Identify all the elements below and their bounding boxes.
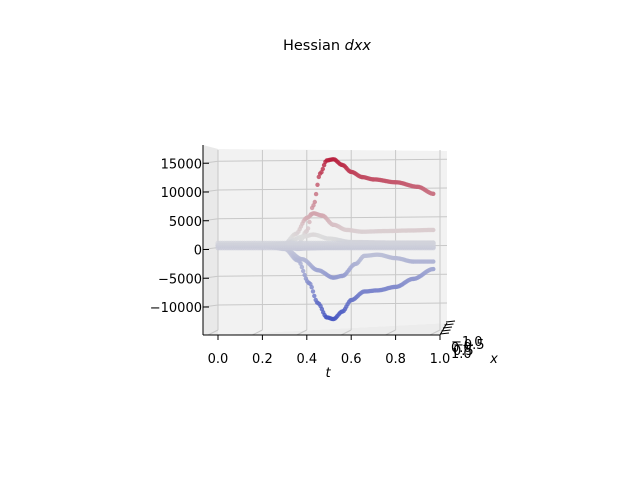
grid-line-floor <box>429 329 441 336</box>
data-point <box>305 226 311 231</box>
chart-title: Hessian dxx <box>283 38 371 54</box>
grid-line-floor <box>207 329 219 336</box>
grid-line-z <box>217 187 448 191</box>
data-point <box>315 182 320 187</box>
t-tick-label: 0.8 <box>385 352 406 367</box>
data-point <box>311 203 316 208</box>
z-tick-label: 15000 <box>161 157 202 172</box>
x-depth-tick-label: −0.5 <box>453 338 485 353</box>
x-depth-tick-mark <box>441 329 451 332</box>
data-point <box>313 191 319 197</box>
data-point <box>309 285 314 290</box>
x-depth-tick-label: −1.0 <box>451 335 483 350</box>
t-axis-ticks: 0.0 0.2 0.4 0.6 0.8 1.0 <box>208 335 451 367</box>
grid-line-z <box>217 216 448 220</box>
data-point <box>301 268 306 274</box>
data-point <box>431 227 436 233</box>
z-axis-ticks: 15000 10000 5000 0 −5000 −10000 <box>150 157 209 316</box>
x-depth-tick-mark <box>445 320 456 323</box>
x-depth-tick-label: 0.0 <box>451 341 472 356</box>
grid-line-floor <box>385 329 396 336</box>
z-tick-label: 5000 <box>169 215 202 230</box>
chart-title-variable: dxx <box>345 38 372 54</box>
x-depth-tick-label: 1.0 <box>451 347 472 362</box>
near-zero-band <box>215 240 436 251</box>
data-point <box>312 199 317 205</box>
x-depth-axis-ticks: −1.0−0.50.00.51.0 <box>439 320 485 362</box>
x-axis-label: x <box>489 352 498 367</box>
data-point <box>431 266 436 272</box>
data-point <box>321 162 327 168</box>
data-point <box>310 289 316 294</box>
t-tick-label: 0.4 <box>296 352 317 367</box>
x-depth-tick-mark <box>442 326 453 329</box>
z-tick-label: 0 <box>194 244 202 259</box>
grid-line-floor <box>252 329 263 336</box>
x-depth-tick-label: 0.5 <box>453 344 474 359</box>
data-point <box>320 166 325 172</box>
t-tick-label: 0.6 <box>341 352 362 367</box>
t-tick-label: 0.0 <box>208 352 229 367</box>
z-tick-label: 10000 <box>161 186 202 201</box>
grid-line-floor <box>340 329 352 336</box>
grid-line-z <box>217 302 448 306</box>
chart-title-prefix: Hessian <box>283 38 345 54</box>
x-depth-tick-mark <box>444 323 454 326</box>
grid-line-z <box>217 273 448 277</box>
x-depth-tick-mark <box>439 332 450 335</box>
data-point <box>307 219 312 225</box>
data-point <box>431 259 436 264</box>
data-point <box>316 174 321 180</box>
z-tick-label: −5000 <box>158 272 202 287</box>
grid-line-floor <box>296 329 308 336</box>
t-tick-label: 1.0 <box>430 352 451 367</box>
floor-pane <box>203 323 447 335</box>
band-point <box>430 240 436 246</box>
t-tick-label: 0.2 <box>252 352 273 367</box>
data-point <box>299 264 305 270</box>
data-point <box>431 191 436 196</box>
t-axis-label: t <box>325 366 331 381</box>
data-point <box>312 293 317 299</box>
z-tick-label: −10000 <box>150 301 202 316</box>
data-point <box>298 261 303 266</box>
data-point <box>302 272 307 278</box>
